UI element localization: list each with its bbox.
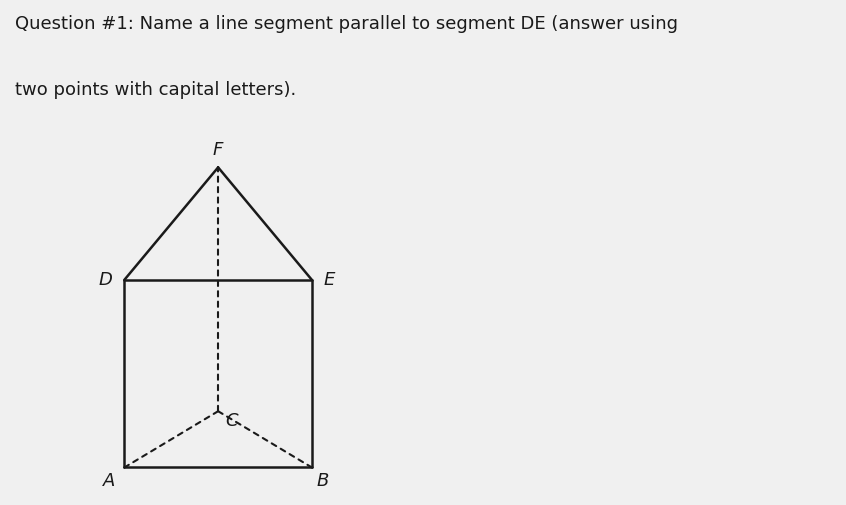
Text: D: D xyxy=(99,271,113,289)
Text: E: E xyxy=(323,271,334,289)
Text: F: F xyxy=(213,141,223,160)
Text: two points with capital letters).: two points with capital letters). xyxy=(15,81,296,99)
Text: A: A xyxy=(103,472,116,490)
Text: C: C xyxy=(225,412,238,430)
Text: B: B xyxy=(317,472,329,490)
Text: Question #1: Name a line segment parallel to segment DE (answer using: Question #1: Name a line segment paralle… xyxy=(15,15,678,33)
